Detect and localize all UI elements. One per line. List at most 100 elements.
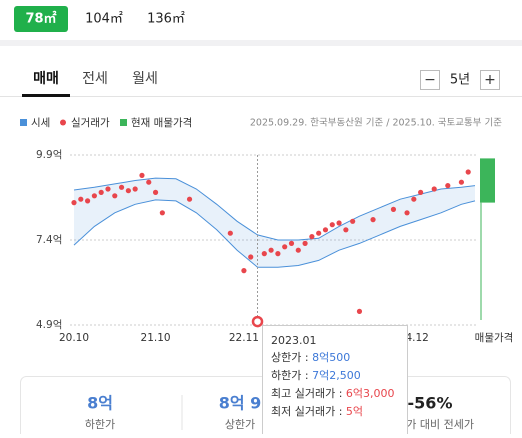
tooltip-separator: : xyxy=(335,405,346,418)
tooltip-separator: : xyxy=(301,369,312,382)
source-note: 2025.09.29. 한국부동산원 기준 / 2025.10. 국토교통부 기… xyxy=(250,118,502,129)
x-tick-label: 21.10 xyxy=(141,332,171,344)
tooltip-row-label: 상한가 xyxy=(271,351,301,364)
plus[interactable]: + xyxy=(484,72,496,88)
x-tick-label: 22.11 xyxy=(229,332,259,344)
tooltip-date: 2023.01 xyxy=(271,334,317,347)
deal-tab[interactable]: 전세 xyxy=(82,71,108,87)
transaction-dot xyxy=(159,210,165,216)
transaction-dot xyxy=(411,196,417,202)
listing-bar xyxy=(480,158,495,203)
legend-swatch xyxy=(20,119,27,126)
plus-button[interactable] xyxy=(480,70,500,90)
transaction-dot xyxy=(132,186,138,192)
transaction-dot xyxy=(98,189,104,195)
tooltip-separator: : xyxy=(301,351,312,364)
tooltip-row: 최저 실거래가 : 5억 xyxy=(271,405,363,418)
transaction-dot xyxy=(370,217,376,223)
transaction-dot xyxy=(329,222,335,228)
tooltip-row-label: 최저 실거래가 xyxy=(271,405,335,418)
stat-label: 매매가 대비 전세가 xyxy=(386,418,474,431)
tooltip-row: 최고 실거래가 : 6억3,000 xyxy=(271,387,395,400)
transaction-dot xyxy=(316,230,322,236)
legend-swatch xyxy=(120,119,127,126)
transaction-dot xyxy=(288,240,295,246)
size-tab[interactable]: 104㎡ xyxy=(85,12,123,27)
tab-line xyxy=(0,96,522,97)
minus[interactable]: − xyxy=(424,72,436,88)
legend-label: 현재 매물가격 xyxy=(131,116,192,129)
transaction-dot xyxy=(91,193,97,199)
transaction-dot xyxy=(302,240,308,246)
transaction-dot xyxy=(390,206,397,212)
transaction-dot xyxy=(241,268,247,274)
tooltip-row: 하한가 : 7억2,500 xyxy=(271,368,361,382)
transaction-dot xyxy=(275,251,281,257)
transaction-dot xyxy=(282,244,288,250)
transaction-dot xyxy=(118,184,125,190)
transaction-dot xyxy=(268,247,274,253)
band-area xyxy=(74,178,475,268)
divider xyxy=(0,40,522,46)
stat-label: 하한가 xyxy=(85,417,115,431)
transaction-dot xyxy=(139,172,145,178)
transaction-dot xyxy=(152,189,159,195)
stat-label: 상한가 xyxy=(225,418,255,431)
size-tab[interactable]: 78㎡ xyxy=(25,11,56,27)
tooltip-row-value: 5억 xyxy=(346,405,363,418)
transaction-dot xyxy=(146,179,152,185)
transaction-dot xyxy=(418,189,424,195)
transaction-dot xyxy=(125,188,131,194)
transaction-dot xyxy=(356,308,363,314)
transaction-dot xyxy=(343,227,349,233)
tooltip-row-label: 최고 실거래가 xyxy=(271,387,335,400)
tooltip-row-value: 6억3,000 xyxy=(346,387,395,400)
transaction-dot xyxy=(309,234,315,240)
transaction-dot xyxy=(105,186,111,192)
transaction-dot xyxy=(336,220,342,226)
transaction-dot xyxy=(465,169,471,175)
selected-dot xyxy=(251,315,264,328)
y-tick-label: 9.9억 xyxy=(36,149,62,161)
tooltip-row-value: 7억2,500 xyxy=(312,369,361,382)
stat-value: 8억 9 xyxy=(219,394,262,413)
deal-tab[interactable]: 매매 xyxy=(33,71,59,87)
deal-tab[interactable]: 월세 xyxy=(132,71,158,87)
tooltip-separator: : xyxy=(335,387,346,400)
listing-label: 매물가격 xyxy=(475,331,514,344)
transaction-dot xyxy=(112,193,118,199)
transaction-dot xyxy=(227,230,233,236)
x-tick-label: 20.10 xyxy=(59,332,89,344)
size-tab[interactable]: 136㎡ xyxy=(147,12,185,27)
transaction-dot xyxy=(78,196,84,202)
transaction-dot xyxy=(350,218,356,224)
transaction-dot xyxy=(445,183,451,189)
y-tick-label: 7.4억 xyxy=(36,234,62,246)
tooltip-row-value: 8억500 xyxy=(312,351,350,364)
transaction-dot xyxy=(458,179,465,185)
legend-swatch xyxy=(60,119,66,126)
tooltip-row: 상한가 : 8억500 xyxy=(271,351,350,364)
stat-value: 8억 xyxy=(87,394,113,413)
transaction-dot xyxy=(322,227,329,233)
band-upper xyxy=(73,177,476,241)
transaction-dot xyxy=(404,210,410,216)
transaction-dot xyxy=(248,254,254,260)
transaction-dot xyxy=(71,200,77,206)
tooltip xyxy=(262,325,408,438)
legend-label: 시세 xyxy=(31,117,50,129)
period: 5년 xyxy=(450,73,470,88)
tooltip-row-label: 하한가 xyxy=(271,368,301,382)
transaction-dot xyxy=(186,196,193,202)
band-lower xyxy=(73,199,476,268)
tab-underline xyxy=(22,94,70,97)
minus-button[interactable] xyxy=(420,70,440,90)
stat-value: -56% xyxy=(408,394,453,413)
transaction-dot xyxy=(295,247,301,253)
transaction-dot xyxy=(261,251,267,257)
transaction-dot xyxy=(84,198,91,204)
tab-selected-bg[interactable] xyxy=(14,6,68,32)
y-tick-label: 4.9억 xyxy=(36,319,62,331)
legend-label: 실거래가 xyxy=(71,117,110,129)
